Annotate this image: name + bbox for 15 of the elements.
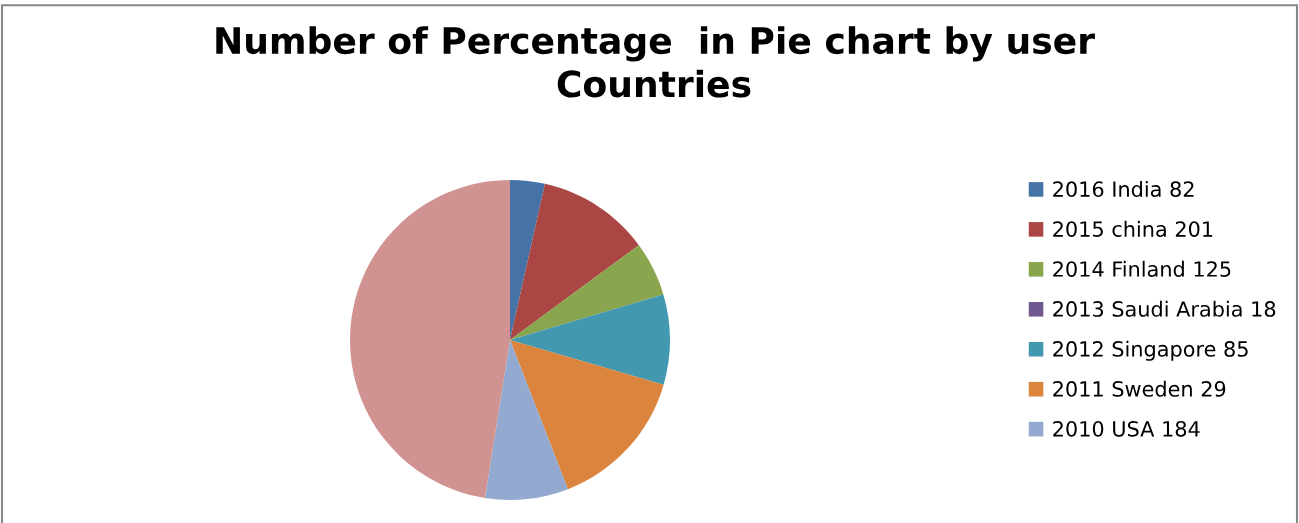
legend-label: 2011 Sweden 29 bbox=[1053, 380, 1226, 397]
pie-slice bbox=[350, 180, 510, 499]
legend-label: 2010 USA 184 bbox=[1053, 420, 1200, 437]
pie-slice bbox=[510, 294, 670, 385]
legend-label: 2014 Finland 125 bbox=[1053, 260, 1231, 277]
legend-label: 2016 India 82 bbox=[1053, 180, 1194, 198]
legend-label: 2012 Singapore 85 bbox=[1053, 340, 1248, 361]
pie-slice bbox=[484, 340, 568, 500]
pie-slice bbox=[510, 183, 639, 340]
pie-slice bbox=[510, 245, 664, 340]
chart-title: Number of Percentage in Pie chart by user Countries bbox=[216, 26, 1095, 98]
pie-slice bbox=[510, 180, 545, 340]
pie-slice bbox=[510, 340, 664, 490]
legend-label: 2015 china 201 bbox=[1053, 220, 1213, 237]
legend-label: 2013 Saudi Arabia 18 bbox=[1053, 300, 1276, 317]
